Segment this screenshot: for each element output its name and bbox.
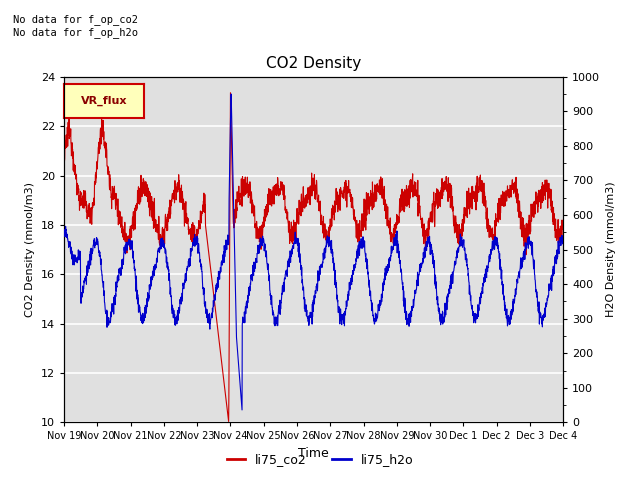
Y-axis label: H2O Density (mmol/m3): H2O Density (mmol/m3) xyxy=(606,182,616,317)
Legend: li75_co2, li75_h2o: li75_co2, li75_h2o xyxy=(221,448,419,471)
X-axis label: Time: Time xyxy=(298,447,329,460)
Text: No data for f_op_co2
No data for f_op_h2o: No data for f_op_co2 No data for f_op_h2… xyxy=(13,14,138,38)
Y-axis label: CO2 Density (mmol/m3): CO2 Density (mmol/m3) xyxy=(25,182,35,317)
Title: CO2 Density: CO2 Density xyxy=(266,57,361,72)
